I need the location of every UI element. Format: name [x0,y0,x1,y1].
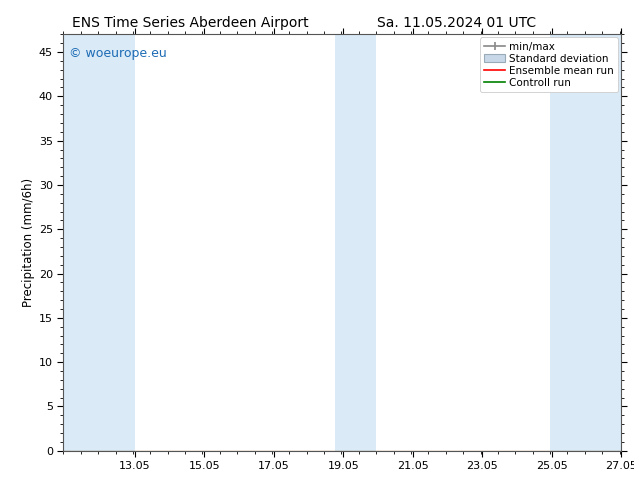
Bar [550,34,621,451]
Text: ENS Time Series Aberdeen Airport: ENS Time Series Aberdeen Airport [72,16,309,30]
Y-axis label: Precipitation (mm/6h): Precipitation (mm/6h) [22,178,35,307]
Legend: min/max, Standard deviation, Ensemble mean run, Controll run: min/max, Standard deviation, Ensemble me… [480,37,618,92]
Bar [335,34,376,451]
Text: © woeurope.eu: © woeurope.eu [69,47,167,60]
Bar [63,34,134,451]
Text: Sa. 11.05.2024 01 UTC: Sa. 11.05.2024 01 UTC [377,16,536,30]
